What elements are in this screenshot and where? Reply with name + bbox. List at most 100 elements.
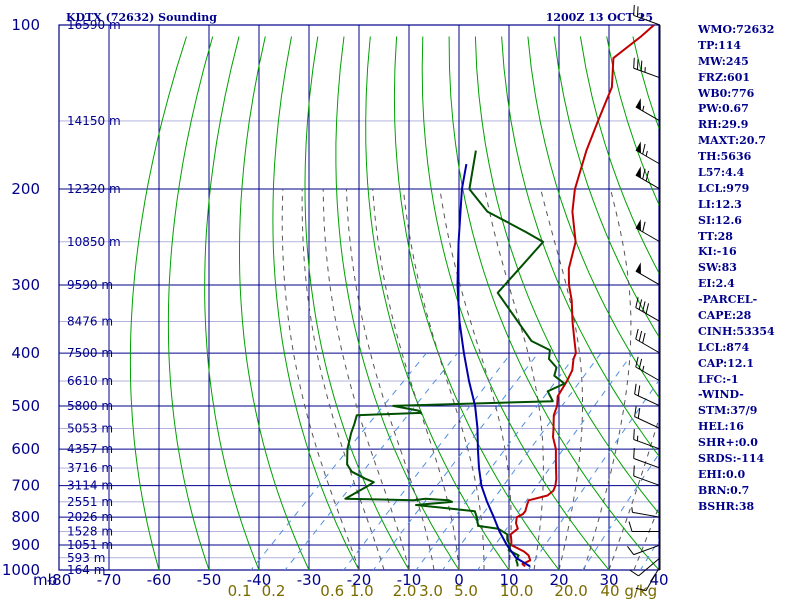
series-parcel-line (456, 163, 531, 568)
dry-adiabat (421, 36, 610, 570)
temperature-tick-label: 20 (549, 571, 568, 589)
temperature-tick-label: 10 (499, 571, 518, 589)
height-label: 8476 m (67, 315, 113, 329)
dry-adiabat (204, 36, 260, 570)
height-label: 5800 m (67, 399, 113, 413)
index-line: STM:37/9 (698, 404, 758, 418)
temperature-tick-label: -20 (347, 571, 372, 589)
height-label: 9590 m (67, 278, 113, 292)
wind-barb (634, 406, 661, 429)
index-line: WMO:72632 (698, 23, 775, 36)
index-line: LI:12.3 (698, 197, 742, 211)
index-line: RH:29.9 (698, 118, 749, 132)
wind-barb (635, 297, 661, 322)
dry-adiabat (272, 36, 360, 570)
wind-barb (635, 98, 661, 122)
mixing-ratio-label: 0.6 (320, 582, 344, 600)
dry-adiabat (501, 36, 659, 457)
index-line: HEL:16 (698, 420, 744, 434)
dry-adiabat (129, 36, 187, 570)
index-line: CAPE:28 (698, 309, 752, 323)
temperature-tick-label: -60 (147, 571, 172, 589)
wind-barb (635, 328, 661, 354)
mixing-ratio-label: 10.0 (500, 582, 533, 600)
index-line: FRZ:601 (698, 70, 751, 84)
height-label: 164 m (67, 563, 105, 577)
index-line: -WIND- (698, 388, 744, 402)
index-line: CAP:12.1 (698, 356, 755, 370)
index-line: SRDS:-114 (698, 452, 765, 466)
index-line: BSHR:38 (698, 499, 755, 513)
temperature-tick-label: -30 (297, 571, 322, 589)
height-label: 6610 m (67, 374, 113, 388)
dry-adiabat (239, 36, 310, 570)
index-line: LFC:-1 (698, 372, 739, 386)
index-line: SI:12.6 (698, 213, 742, 227)
index-line: KI:-16 (698, 245, 737, 259)
mixing-ratio-label: 1.0 (350, 582, 374, 600)
mixing-ratio-line (343, 352, 512, 570)
pressure-tick-label: 200 (11, 180, 40, 198)
wind-barb (631, 507, 661, 518)
height-label: 3716 m (67, 461, 113, 475)
index-line: BRN:0.7 (698, 483, 750, 497)
wind-barb (634, 383, 661, 407)
index-line: LCL:874 (698, 340, 750, 354)
pressure-tick-label: 600 (11, 440, 40, 458)
pressure-tick-label: 100 (11, 16, 40, 34)
index-line: L57:4.4 (698, 166, 745, 180)
index-line: LCL:979 (698, 181, 750, 195)
moist-adiabat (372, 189, 460, 570)
mixing-ratio-line (284, 352, 458, 570)
height-label: 12320 m (67, 182, 121, 196)
index-line: PW:0.67 (698, 102, 749, 116)
moist-adiabat (345, 189, 435, 570)
height-label: 7500 m (67, 346, 113, 360)
moist-adiabat (322, 189, 410, 570)
wind-barb (633, 429, 661, 450)
dry-adiabat (365, 36, 510, 570)
index-line: EI:2.4 (698, 277, 735, 291)
moist-adiabat (301, 189, 385, 570)
height-label: 14150 m (67, 114, 121, 128)
sounding-traces (344, 25, 655, 568)
background-lines (129, 36, 659, 570)
mixing-ratio-label: 20.0 (554, 582, 587, 600)
height-label: 1051 m (67, 538, 113, 552)
temperature-tick-label: -10 (397, 571, 422, 589)
series-temperature-line (509, 25, 655, 568)
dry-adiabat (579, 36, 659, 275)
pressure-tick-label: 800 (11, 508, 40, 526)
moist-adiabat (540, 188, 583, 570)
wind-barb (635, 141, 661, 165)
wind-barb (635, 262, 661, 286)
wind-barb (633, 4, 661, 26)
temperature-tick-label: -40 (247, 571, 272, 589)
height-label: 16590 m (67, 18, 121, 32)
dry-adiabat (474, 36, 659, 515)
mixing-ratio-label: 3.0 (419, 582, 443, 600)
chart-title-right: 1200Z 13 OCT 25 (546, 11, 653, 24)
mixing-ratio-line (372, 352, 539, 570)
wind-barb (635, 219, 661, 243)
height-label: 10850 m (67, 235, 121, 249)
moist-adiabat (402, 189, 485, 570)
wind-barb (627, 544, 661, 556)
dry-adiabat (335, 36, 460, 570)
wind-barb (633, 465, 661, 487)
temperature-tick-label: 30 (599, 571, 618, 589)
mixing-ratio-line (441, 352, 602, 570)
height-label: 3114 m (67, 479, 113, 493)
pressure-tick-label: 400 (11, 344, 40, 362)
temperature-tick-label: -50 (197, 571, 222, 589)
index-line: CINH:53354 (698, 324, 775, 338)
mixing-ratio-line (527, 379, 659, 570)
wind-barb (633, 448, 661, 469)
wind-barb (635, 166, 661, 190)
dry-adiabat (448, 36, 659, 570)
mixing-ratio-line (415, 352, 578, 570)
index-line: TP:114 (698, 38, 742, 52)
y-axis-unit: mb (33, 571, 57, 589)
stability-indices: WMO:72632 TP:114 MW:245 FRZ:601 WB0:776 PW:0.… (698, 22, 798, 515)
index-line: SHR+:0.0 (698, 436, 758, 450)
